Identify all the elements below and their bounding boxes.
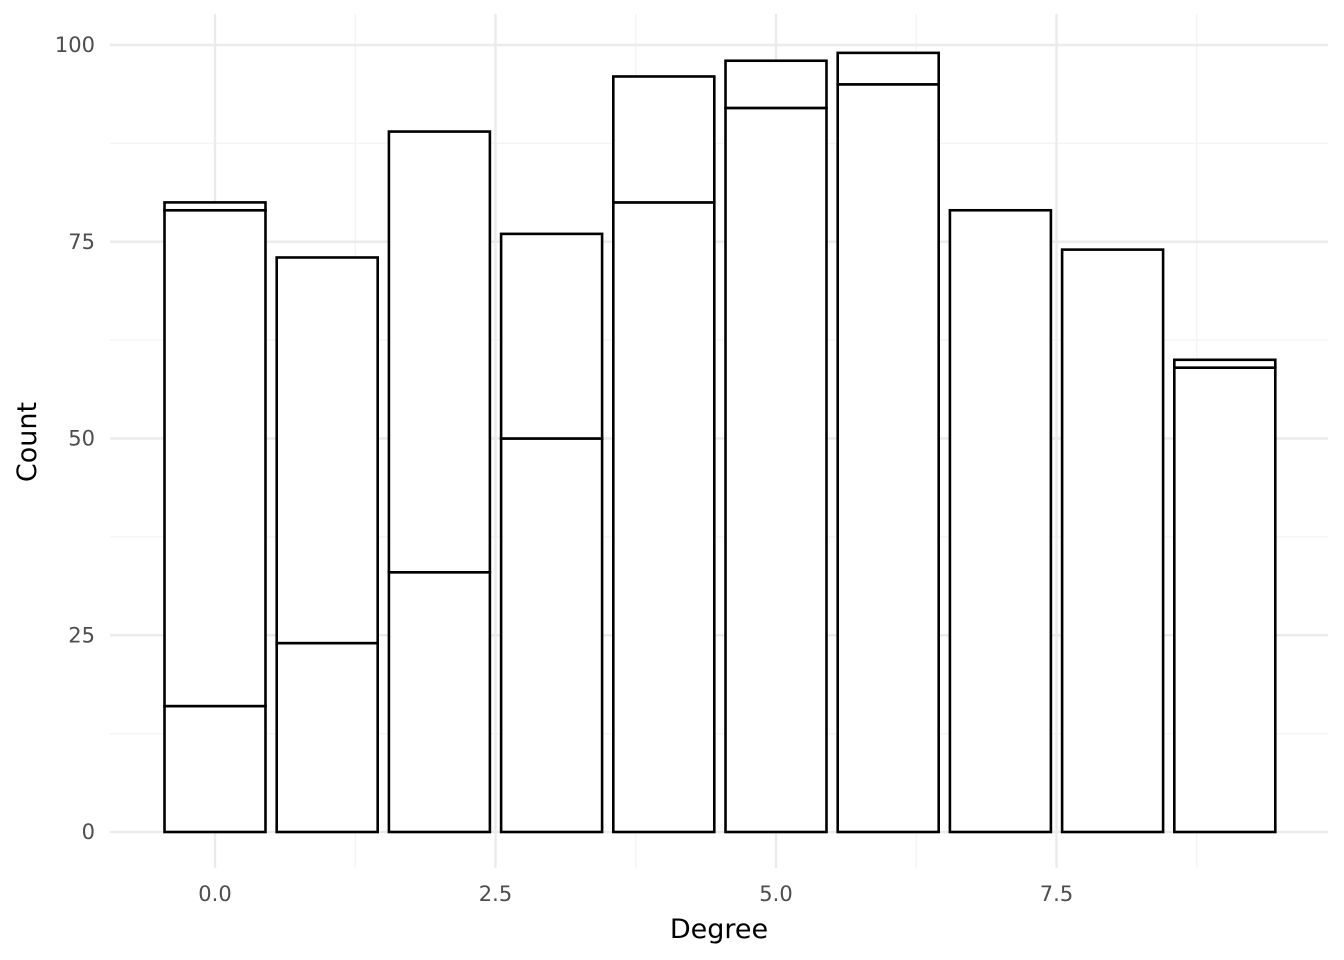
x-tick-label: 2.5: [479, 882, 512, 906]
bar-segment: [724, 59, 828, 110]
bar-segment: [499, 232, 604, 440]
bar-segment: [612, 201, 716, 834]
bar-segment: [163, 208, 267, 708]
x-tick-label: 7.5: [1040, 882, 1073, 906]
x-tick-label: 5.0: [759, 882, 792, 906]
y-axis-ticks: 0 25 50 75 100: [55, 33, 95, 844]
bar-segment: [163, 704, 267, 834]
bar-segment: [836, 83, 940, 834]
bar-stack: [836, 51, 940, 834]
x-axis-ticks: 0.0 2.5 5.0 7.5: [198, 882, 1073, 906]
bar-stack: [499, 232, 604, 834]
bar-segment: [387, 570, 492, 834]
bar-stack: [612, 75, 716, 834]
bar-segment: [948, 208, 1053, 834]
y-tick-label: 0: [82, 820, 95, 844]
bar-segment: [1173, 358, 1277, 369]
y-tick-label: 100: [55, 33, 95, 57]
bar-segment: [499, 437, 604, 834]
bar-segment: [1060, 248, 1165, 834]
bar-segment: [612, 75, 716, 204]
y-tick-label: 75: [68, 230, 95, 254]
bar-segment: [275, 641, 379, 834]
bar-segment: [1173, 366, 1277, 834]
x-axis-title: Degree: [670, 914, 768, 945]
bar-segment: [275, 256, 379, 645]
bar-stack: [387, 130, 492, 834]
y-tick-label: 25: [68, 623, 95, 647]
bar-segment: [163, 201, 267, 212]
bar-stack: [1060, 248, 1165, 834]
bar-stack: [948, 208, 1053, 834]
bar-stack: [275, 256, 379, 834]
bar-segment: [387, 130, 492, 574]
bar-segment: [724, 106, 828, 834]
bars: [163, 51, 1277, 834]
bar-stack: [1173, 358, 1277, 834]
y-axis-title: Count: [12, 402, 43, 482]
bar-stack: [724, 59, 828, 834]
y-tick-label: 50: [68, 427, 95, 451]
bar-stack: [163, 201, 267, 834]
x-tick-label: 0.0: [198, 882, 231, 906]
bar-segment: [836, 51, 940, 86]
